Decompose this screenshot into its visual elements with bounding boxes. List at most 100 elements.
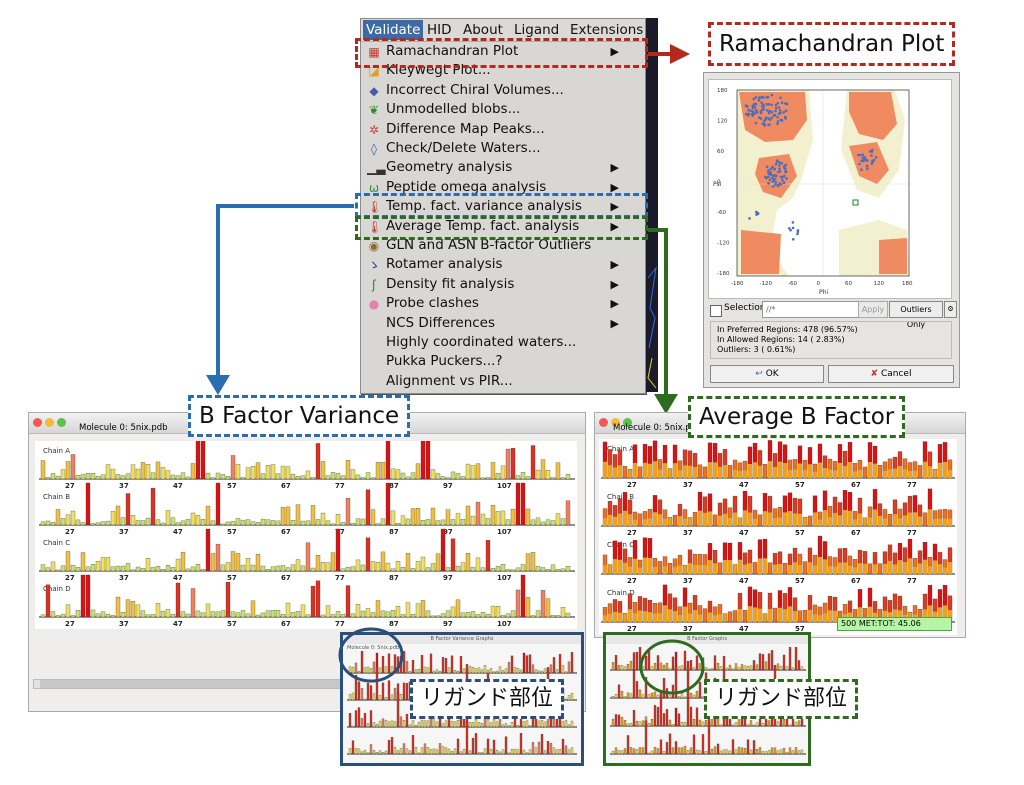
residue-bar[interactable] <box>540 734 544 755</box>
residue-bar[interactable] <box>95 613 101 618</box>
residue-bar[interactable] <box>357 681 361 701</box>
residue-bar[interactable] <box>611 662 615 671</box>
residue-bar[interactable] <box>120 565 126 572</box>
residue-bar[interactable] <box>378 695 382 701</box>
residue-bar[interactable] <box>305 614 311 618</box>
residue-bar[interactable] <box>70 454 76 480</box>
residue-bar[interactable] <box>185 568 191 572</box>
residue-bar[interactable] <box>637 466 643 479</box>
residue-bar[interactable] <box>435 749 439 755</box>
residue-bar[interactable] <box>180 551 186 572</box>
selection-checkbox[interactable] <box>710 305 722 317</box>
residue-bar[interactable] <box>656 706 660 727</box>
residue-bar[interactable] <box>713 746 717 755</box>
residue-bar[interactable] <box>505 519 511 526</box>
residue-bar[interactable] <box>758 653 762 671</box>
residue-bar[interactable] <box>495 606 501 618</box>
residue-bar[interactable] <box>160 569 166 572</box>
residue-bar[interactable] <box>350 613 356 618</box>
residue-bar[interactable] <box>710 668 714 671</box>
residue-bar[interactable] <box>550 564 556 572</box>
residue-bar[interactable] <box>725 749 729 755</box>
residue-bar[interactable] <box>399 716 403 728</box>
residue-bar[interactable] <box>540 670 544 674</box>
residue-bar[interactable] <box>665 709 669 727</box>
residue-bar[interactable] <box>393 687 397 701</box>
residue-bar[interactable] <box>402 720 406 728</box>
menu-item-geometry-analysis[interactable]: ▁▃ Geometry analysis ▶ <box>361 158 645 177</box>
cancel-button[interactable]: ✘ Cancel <box>828 365 954 383</box>
residue-bar[interactable] <box>370 612 376 618</box>
residue-bar[interactable] <box>510 569 516 572</box>
residue-bar[interactable] <box>240 610 246 618</box>
residue-bar[interactable] <box>656 748 660 755</box>
residue-bar[interactable] <box>305 470 311 480</box>
residue-bar[interactable] <box>617 684 621 699</box>
residue-bar[interactable] <box>671 656 675 671</box>
residue-bar[interactable] <box>408 750 412 755</box>
residue-bar[interactable] <box>351 740 355 755</box>
residue-bar[interactable] <box>614 714 618 727</box>
residue-bar[interactable] <box>220 523 226 526</box>
residue-bar[interactable] <box>525 476 531 480</box>
residue-bar[interactable] <box>150 614 156 618</box>
residue-bar[interactable] <box>200 612 206 618</box>
residue-bar[interactable] <box>535 469 541 480</box>
residue-bar[interactable] <box>682 565 688 575</box>
residue-bar[interactable] <box>348 666 352 674</box>
residue-bar[interactable] <box>295 559 301 572</box>
minimize-icon[interactable] <box>45 418 54 427</box>
residue-bar[interactable] <box>415 463 421 480</box>
residue-bar[interactable] <box>340 614 346 618</box>
residue-bar[interactable] <box>410 508 416 526</box>
residue-bar[interactable] <box>45 477 51 480</box>
residue-bar[interactable] <box>396 656 400 674</box>
residue-bar[interactable] <box>390 468 396 480</box>
residue-bar[interactable] <box>255 522 261 526</box>
residue-bar[interactable] <box>345 566 351 572</box>
residue-bar[interactable] <box>411 735 415 755</box>
residue-bar[interactable] <box>779 749 783 755</box>
menu-item-difference-map-peaks[interactable]: ✲ Difference Map Peaks... <box>361 120 645 139</box>
residue-bar[interactable] <box>384 666 388 674</box>
residue-bar[interactable] <box>290 473 296 480</box>
residue-bar[interactable] <box>932 468 938 479</box>
residue-bar[interactable] <box>614 655 618 671</box>
residue-bar[interactable] <box>365 472 371 480</box>
residue-bar[interactable] <box>504 668 508 674</box>
residue-bar[interactable] <box>230 551 236 572</box>
residue-bar[interactable] <box>567 749 571 755</box>
residue-bar[interactable] <box>410 472 416 480</box>
residue-bar[interactable] <box>692 734 696 755</box>
residue-bar[interactable] <box>435 553 441 572</box>
residue-bar[interactable] <box>737 517 743 527</box>
residue-bar[interactable] <box>385 611 391 618</box>
residue-bar[interactable] <box>380 518 386 526</box>
zoom-icon[interactable] <box>57 418 66 427</box>
residue-bar[interactable] <box>772 607 778 623</box>
residue-bar[interactable] <box>315 580 321 618</box>
residue-bar[interactable] <box>235 518 241 526</box>
residue-bar[interactable] <box>653 663 657 671</box>
residue-bar[interactable] <box>519 669 523 674</box>
residue-bar[interactable] <box>785 752 789 755</box>
residue-bar[interactable] <box>755 664 759 671</box>
residue-bar[interactable] <box>779 666 783 671</box>
residue-bar[interactable] <box>611 696 615 699</box>
residue-bar[interactable] <box>381 718 385 728</box>
residue-bar[interactable] <box>423 743 427 755</box>
residue-bar[interactable] <box>390 666 394 674</box>
residue-bar[interactable] <box>710 748 714 755</box>
residue-bar[interactable] <box>405 476 411 480</box>
residue-bar[interactable] <box>402 682 406 701</box>
residue-bar[interactable] <box>370 561 376 572</box>
residue-bar[interactable] <box>120 612 126 618</box>
residue-bar[interactable] <box>489 668 493 674</box>
residue-bar[interactable] <box>617 714 621 727</box>
residue-bar[interactable] <box>369 668 373 674</box>
residue-bar[interactable] <box>516 724 520 728</box>
residue-bar[interactable] <box>115 474 121 480</box>
residue-bar[interactable] <box>773 747 777 755</box>
residue-bar[interactable] <box>489 722 493 728</box>
